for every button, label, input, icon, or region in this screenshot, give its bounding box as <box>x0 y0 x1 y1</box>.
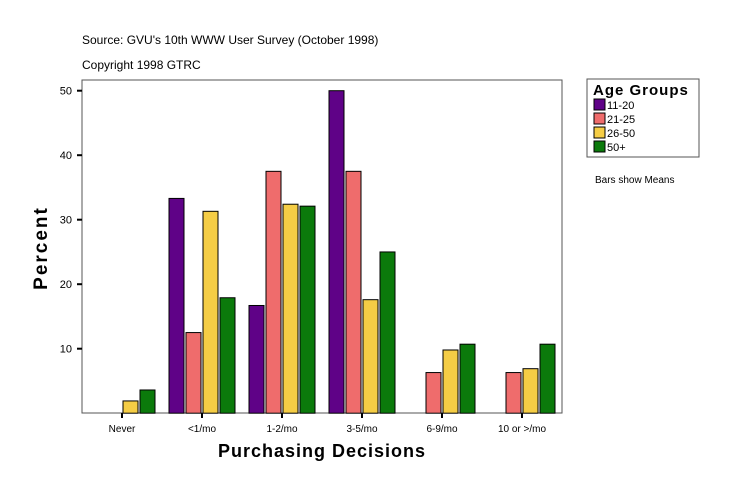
x-tick-label: 1-2/mo <box>266 424 298 435</box>
x-tick-label: 6-9/mo <box>426 424 458 435</box>
x-tick-label: <1/mo <box>188 424 217 435</box>
legend-swatch <box>593 126 606 139</box>
bar-26-50-Never <box>122 400 139 414</box>
bar-21-25-1-2/mo <box>265 170 282 414</box>
bar-26-50-10 or >/mo <box>522 368 539 414</box>
y-tick-label: 40 <box>60 150 72 162</box>
legend-box <box>586 78 700 158</box>
bar-21-25-10 or >/mo <box>505 372 522 414</box>
plot-frame <box>81 79 563 414</box>
bar-50+-1-2/mo <box>299 205 316 414</box>
bar-50+-<1/mo <box>219 297 236 414</box>
source-text: Source: GVU's 10th WWW User Survey (Octo… <box>82 33 379 47</box>
bar-26-50-1-2/mo <box>282 203 299 414</box>
legend-label: 21-25 <box>607 114 635 126</box>
legend-label: 26-50 <box>607 128 635 140</box>
legend-label: 50+ <box>607 142 626 154</box>
legend-swatch <box>593 98 606 111</box>
bar-50+-3-5/mo <box>379 251 396 414</box>
y-axis-title: Percent <box>31 206 52 290</box>
legend-swatch <box>593 112 606 125</box>
bars-note: Bars show Means <box>595 175 674 186</box>
bar-26-50-6-9/mo <box>442 349 459 414</box>
x-tick-label: 10 or >/mo <box>498 424 547 435</box>
bar-50+-6-9/mo <box>459 343 476 414</box>
x-axis-title: Purchasing Decisions <box>218 441 426 461</box>
bar-26-50-<1/mo <box>202 210 219 414</box>
bar-21-25-3-5/mo <box>345 170 362 414</box>
y-tick-label: 50 <box>60 86 72 98</box>
bar-21-25-<1/mo <box>185 332 202 414</box>
legend-swatch <box>593 140 606 153</box>
bar-50+-10 or >/mo <box>539 343 556 414</box>
bar-26-50-3-5/mo <box>362 299 379 414</box>
bar-11-20-1-2/mo <box>248 304 265 414</box>
bar-11-20-<1/mo <box>168 197 185 414</box>
bar-21-25-6-9/mo <box>425 372 442 414</box>
legend-label: 11-20 <box>607 100 634 112</box>
bar-11-20-3-5/mo <box>328 90 345 414</box>
bar-50+-Never <box>139 389 156 414</box>
y-tick-label: 20 <box>60 279 72 291</box>
y-tick-label: 30 <box>60 215 72 227</box>
legend-title: Age Groups <box>593 82 689 99</box>
y-tick-label: 10 <box>60 344 72 356</box>
x-tick-label: Never <box>109 424 136 435</box>
copyright-text: Copyright 1998 GTRC <box>82 58 201 72</box>
x-tick-label: 3-5/mo <box>346 424 378 435</box>
